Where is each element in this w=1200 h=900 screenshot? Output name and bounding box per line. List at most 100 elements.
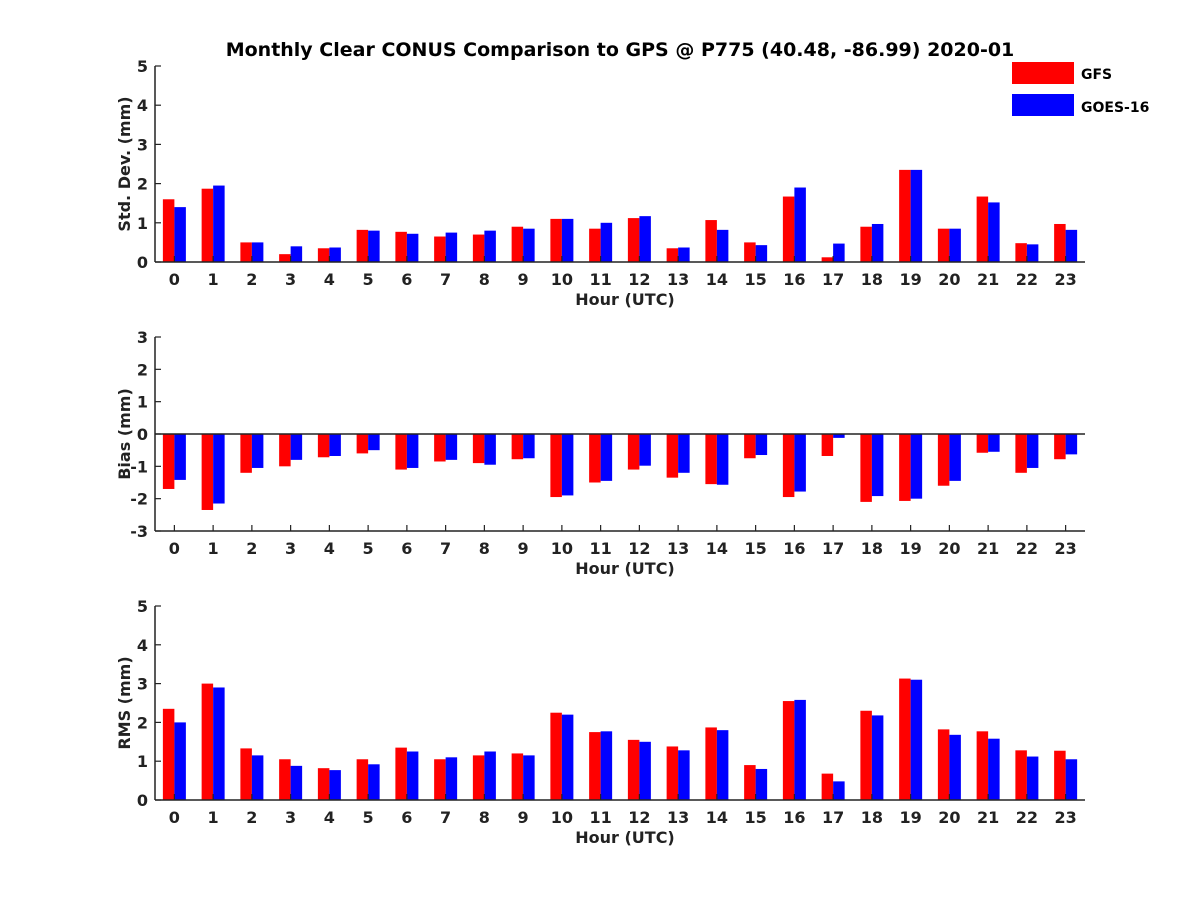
bias-ytick-label-2: 2: [137, 360, 148, 379]
rms-bar-gfs-h4: [317, 768, 330, 800]
rms-xtick-label-7: 7: [440, 808, 451, 827]
bias-bar-goes16-h8: [484, 434, 496, 465]
rms-bar-gfs-h10: [550, 712, 562, 800]
bias-bar-gfs-h13: [666, 434, 679, 478]
std-dev-bar-goes16-h10: [561, 218, 574, 262]
std-dev-bar-gfs-h21: [976, 196, 989, 262]
legend-label-gfs: GFS: [1081, 67, 1112, 83]
std-dev-bar-gfs-h12: [627, 218, 640, 262]
bias-bar-gfs-h3: [279, 434, 291, 467]
std-dev-bar-goes16-h16: [794, 187, 806, 262]
std-dev-bar-goes16-h3: [290, 246, 303, 262]
bias-bar-goes16-h5: [368, 434, 380, 451]
bias-bar-goes16-h9: [523, 434, 535, 459]
bias-xtick-label-20: 20: [938, 539, 960, 558]
bias-xtick-label-11: 11: [589, 539, 611, 558]
bias-xtick-label-19: 19: [899, 539, 921, 558]
rms-bar-goes16-h16: [794, 699, 806, 800]
rms-xtick-label-9: 9: [518, 808, 529, 827]
rms-xtick-label-3: 3: [285, 808, 296, 827]
rms-bar-goes16-h15: [755, 768, 768, 800]
bias-bar-gfs-h8: [472, 434, 485, 464]
bias-bar-goes16-h22: [1026, 434, 1039, 468]
bias-bar-gfs-h15: [744, 434, 756, 459]
rms-bar-gfs-h5: [356, 759, 369, 800]
std-dev-bar-gfs-h2: [240, 242, 252, 262]
std-dev-bar-goes16-h15: [755, 245, 768, 262]
legend-swatch-gfs: [1012, 62, 1074, 84]
rms-xtick-label-8: 8: [479, 808, 490, 827]
rms-bar-gfs-h0: [162, 708, 175, 800]
rms-xtick-label-2: 2: [246, 808, 257, 827]
std-dev-bar-gfs-h22: [1015, 243, 1027, 262]
rms-xtick-label-22: 22: [1016, 808, 1038, 827]
rms-bar-goes16-h17: [833, 781, 845, 800]
bias-xtick-label-8: 8: [479, 539, 490, 558]
std-dev-xtick-label-19: 19: [899, 270, 921, 289]
bias-bar-gfs-h22: [1015, 434, 1027, 473]
bias-bar-goes16-h16: [794, 434, 806, 492]
std-dev-xtick-label-2: 2: [246, 270, 257, 289]
rms-ytick-label-3: 3: [137, 675, 148, 694]
rms-bar-goes16-h4: [329, 770, 341, 800]
std-dev-xtick-label-7: 7: [440, 270, 451, 289]
bias-xtick-label-7: 7: [440, 539, 451, 558]
std-dev-bar-gfs-h14: [705, 220, 717, 262]
bias-bar-gfs-h12: [627, 434, 640, 470]
bias-xtick-label-5: 5: [363, 539, 374, 558]
bias-bar-goes16-h6: [406, 434, 419, 468]
rms-bar-goes16-h20: [949, 734, 961, 800]
rms-xtick-label-4: 4: [324, 808, 335, 827]
rms-ytick-label-1: 1: [137, 752, 148, 771]
bias-bar-goes16-h15: [755, 434, 768, 456]
std-dev-xtick-label-8: 8: [479, 270, 490, 289]
bias-bar-goes16-h21: [988, 434, 1000, 452]
bias-ytick-label-3: 3: [137, 328, 148, 347]
rms-bar-goes16-h11: [600, 731, 613, 800]
rms-bar-gfs-h21: [976, 731, 989, 800]
std-dev-bar-goes16-h0: [174, 207, 186, 262]
rms-xtick-label-13: 13: [667, 808, 689, 827]
rms-bar-goes16-h5: [368, 764, 380, 800]
std-dev-bar-goes16-h13: [678, 247, 690, 262]
rms-xtick-label-20: 20: [938, 808, 960, 827]
rms-bar-goes16-h3: [290, 765, 303, 800]
rms-xtick-label-15: 15: [744, 808, 766, 827]
bias-bar-goes16-h3: [290, 434, 303, 460]
rms-bar-gfs-h1: [201, 683, 214, 800]
bias-bar-goes16-h17: [833, 434, 845, 438]
bias-xtick-label-13: 13: [667, 539, 689, 558]
rms-xtick-label-16: 16: [783, 808, 805, 827]
std-dev-bar-goes16-h8: [484, 230, 496, 262]
rms-bar-goes16-h23: [1065, 759, 1078, 800]
bias-bar-goes16-h1: [213, 434, 225, 504]
rms-bar-gfs-h13: [666, 746, 679, 800]
std-dev-bar-goes16-h9: [523, 228, 535, 262]
bias-ytick-label-0: 0: [137, 425, 148, 444]
bias-bar-gfs-h1: [201, 434, 214, 510]
rms-bar-goes16-h12: [639, 741, 651, 800]
rms-xtick-label-12: 12: [628, 808, 650, 827]
std-dev-bar-gfs-h8: [472, 234, 485, 262]
rms-bar-goes16-h6: [406, 751, 419, 800]
legend-label-goes16: GOES-16: [1081, 100, 1149, 116]
rms-xtick-label-6: 6: [401, 808, 412, 827]
rms-bar-goes16-h13: [678, 750, 690, 800]
bias-ytick-label--2: -2: [130, 490, 148, 509]
rms-bar-gfs-h8: [472, 755, 485, 800]
bias-bar-gfs-h7: [434, 434, 446, 462]
std-dev-xtick-label-5: 5: [363, 270, 374, 289]
bias-xtick-label-2: 2: [246, 539, 257, 558]
rms-xlabel: Hour (UTC): [575, 828, 675, 847]
std-dev-bar-gfs-h13: [666, 248, 679, 262]
bias-xtick-label-1: 1: [208, 539, 219, 558]
rms-bar-gfs-h3: [279, 759, 291, 800]
bias-bar-gfs-h19: [899, 434, 911, 501]
rms-xtick-label-18: 18: [861, 808, 883, 827]
rms-bar-gfs-h6: [395, 747, 407, 800]
bias-bar-gfs-h16: [782, 434, 795, 498]
bias-ytick-label-1: 1: [137, 393, 148, 412]
bias-bar-gfs-h11: [589, 434, 601, 483]
